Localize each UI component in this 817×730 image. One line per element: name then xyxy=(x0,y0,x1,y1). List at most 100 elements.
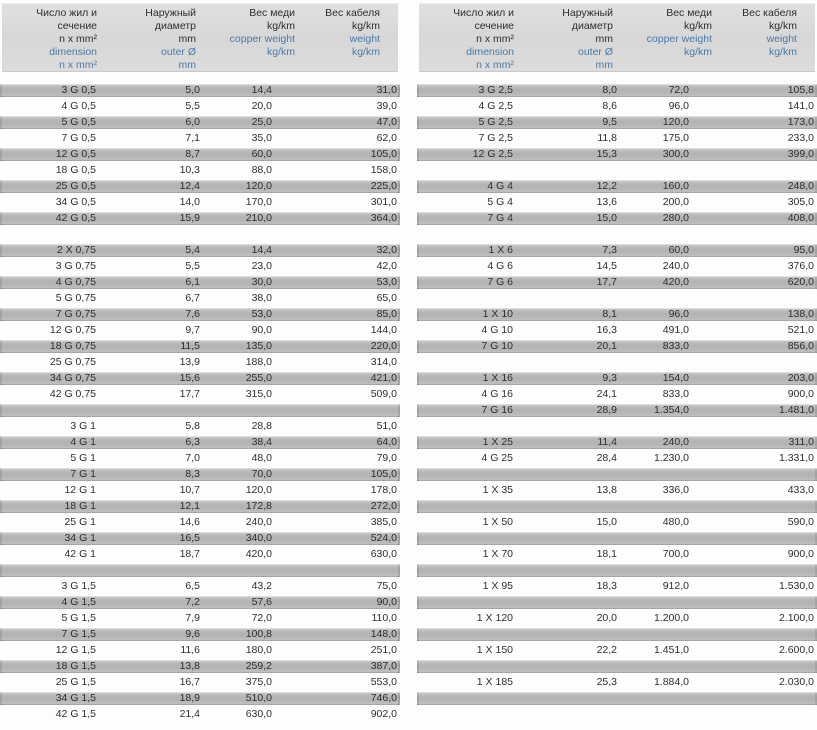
spacer-row xyxy=(417,420,817,433)
table-row: 5 G 1 7,0 48,0 79,0 xyxy=(0,452,400,465)
table-row: 18 G 1 12,1 172,8 272,0 xyxy=(0,500,400,513)
dimension-cell: 3 G 0,5 xyxy=(61,84,96,96)
copper-weight-cell: 1.451,0 xyxy=(653,644,689,656)
table-row: 12 G 0,5 8,7 60,0 105,0 xyxy=(0,148,400,161)
cable-weight-cell: 31,0 xyxy=(376,84,397,96)
cable-weight-cell: 902,0 xyxy=(370,708,397,720)
table-row: 3 G 0,75 5,5 23,0 42,0 xyxy=(0,260,400,273)
header-line-en: kg/km xyxy=(267,46,296,58)
cable-weight-cell: 524,0 xyxy=(370,532,397,544)
cable-weight-cell: 2.600,0 xyxy=(778,644,814,656)
table-row: 4 G 1 6,3 38,4 64,0 xyxy=(0,436,400,449)
header-line-en: mm xyxy=(595,59,614,71)
cable-weight-cell: 553,0 xyxy=(370,676,397,688)
header-column-4: Вес кабеля kg/km weight kg/km xyxy=(712,7,815,72)
spacer-row xyxy=(0,564,400,577)
copper-weight-cell: 53,0 xyxy=(251,308,272,320)
outer-diameter-cell: 6,7 xyxy=(185,292,200,304)
dimension-cell: 12 G 0,75 xyxy=(49,324,96,336)
copper-weight-cell: 120,0 xyxy=(662,116,689,128)
table-body: 3 G 0,5 5,0 14,4 31,0 4 G 0,5 5,5 20,0 39,0 5 G … xyxy=(0,84,400,721)
header-column-3: Вес меди kg/km copper weight kg/km xyxy=(613,7,712,72)
outer-diameter-cell: 8,0 xyxy=(602,84,617,96)
spacer-row xyxy=(417,356,817,369)
table-row: 1 X 120 20,0 1.200,0 2.100,0 xyxy=(417,612,817,625)
outer-diameter-cell: 8,1 xyxy=(602,308,617,320)
outer-diameter-cell: 7,0 xyxy=(185,452,200,464)
dimension-cell: 18 G 0,75 xyxy=(49,340,96,352)
header-line-ru: kg/km xyxy=(351,20,380,32)
copper-weight-cell: 120,0 xyxy=(245,484,272,496)
outer-diameter-cell: 11,6 xyxy=(180,644,200,656)
table-row: 12 G 1 10,7 120,0 178,0 xyxy=(0,484,400,497)
header-column-4: Вес кабеля kg/km weight kg/km xyxy=(295,7,398,72)
header-line-ru: Вес кабеля xyxy=(742,7,797,19)
dimension-cell: 5 G 4 xyxy=(487,196,513,208)
cable-weight-cell: 203,0 xyxy=(787,372,814,384)
dimension-cell: 12 G 0,5 xyxy=(55,148,96,160)
outer-diameter-cell: 7,2 xyxy=(185,596,200,608)
header-line-ru: сечение xyxy=(474,20,515,32)
outer-diameter-cell: 24,1 xyxy=(596,388,617,400)
outer-diameter-cell: 6,0 xyxy=(185,116,200,128)
header-line-ru: Вес меди xyxy=(249,7,296,19)
cable-weight-cell: 630,0 xyxy=(370,548,397,560)
header-line-en: weight xyxy=(766,33,797,45)
table-row: 18 G 0,5 10,3 88,0 158,0 xyxy=(0,164,400,177)
dimension-cell: 7 G 1 xyxy=(70,468,96,480)
table-row: 34 G 1 16,5 340,0 524,0 xyxy=(0,532,400,545)
table-row: 5 G 4 13,6 200,0 305,0 xyxy=(417,196,817,209)
outer-diameter-cell: 16,3 xyxy=(596,324,617,336)
copper-weight-cell: 43,2 xyxy=(251,580,272,592)
outer-diameter-cell: 20,1 xyxy=(596,340,617,352)
copper-weight-cell: 135,0 xyxy=(245,340,272,352)
table-row: 4 G 1,5 7,2 57,6 90,0 xyxy=(0,596,400,609)
cable-weight-cell: 141,0 xyxy=(787,100,814,112)
dimension-cell: 7 G 4 xyxy=(487,212,513,224)
header-line-en: outer Ø xyxy=(578,46,614,58)
cable-weight-cell: 385,0 xyxy=(370,516,397,528)
outer-diameter-cell: 11,8 xyxy=(597,132,617,144)
copper-weight-cell: 23,0 xyxy=(251,260,272,272)
outer-diameter-cell: 8,3 xyxy=(185,468,200,480)
cable-weight-cell: 746,0 xyxy=(370,692,397,704)
cable-weight-cell: 39,0 xyxy=(376,100,397,112)
cable-weight-cell: 95,0 xyxy=(793,244,814,256)
header-line-en: n x mm² xyxy=(476,59,515,71)
cable-weight-cell: 900,0 xyxy=(787,548,814,560)
dimension-cell: 1 X 6 xyxy=(488,244,513,256)
cable-weight-cell: 433,0 xyxy=(787,484,814,496)
header-line-en: kg/km xyxy=(684,46,713,58)
copper-weight-cell: 30,0 xyxy=(251,276,272,288)
spacer-row xyxy=(0,404,400,417)
table-row: 42 G 0,75 17,7 315,0 509,0 xyxy=(0,388,400,401)
header-column-1: Число жил и сечение n x mm² dimension n x mm… xyxy=(419,7,514,72)
cable-weight-cell: 521,0 xyxy=(787,324,814,336)
cable-weight-cell: 2.030,0 xyxy=(778,676,814,688)
dimension-cell: 34 G 1 xyxy=(64,532,96,544)
outer-diameter-cell: 15,6 xyxy=(179,372,200,384)
copper-weight-cell: 70,0 xyxy=(251,468,272,480)
dimension-cell: 1 X 50 xyxy=(482,516,513,528)
header-line-ru: Наружный xyxy=(145,7,197,19)
copper-weight-cell: 160,0 xyxy=(662,180,689,192)
table-row: 5 G 0,75 6,7 38,0 65,0 xyxy=(0,292,400,305)
header-line-ru: Число жил и xyxy=(36,7,98,19)
cable-weight-cell: 399,0 xyxy=(787,148,814,160)
copper-weight-cell: 280,0 xyxy=(662,212,689,224)
copper-weight-cell: 28,8 xyxy=(251,420,272,432)
outer-diameter-cell: 18,9 xyxy=(179,692,200,704)
dimension-cell: 3 G 1,5 xyxy=(61,580,96,592)
cable-weight-cell: 248,0 xyxy=(787,180,814,192)
table-row: 1 X 95 18,3 912,0 1.530,0 xyxy=(417,580,817,593)
cable-weight-cell: 509,0 xyxy=(370,388,397,400)
table-row: 2 X 0,75 5,4 14,4 32,0 xyxy=(0,244,400,257)
cable-weight-cell: 62,0 xyxy=(376,132,397,144)
dimension-cell: 3 G 1 xyxy=(70,420,96,432)
outer-diameter-cell: 7,6 xyxy=(185,308,200,320)
cable-weight-cell: 105,0 xyxy=(370,468,397,480)
dimension-cell: 25 G 0,75 xyxy=(49,356,96,368)
copper-weight-cell: 480,0 xyxy=(662,516,689,528)
dimension-cell: 5 G 1,5 xyxy=(61,612,96,624)
